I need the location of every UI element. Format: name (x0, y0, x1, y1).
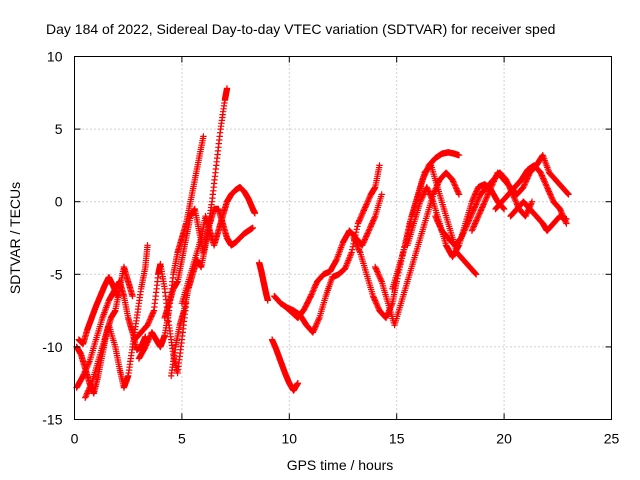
series-markers (82, 242, 151, 401)
series-13 (281, 191, 385, 322)
series-4 (75, 274, 121, 348)
series-markers (131, 260, 190, 377)
series-9 (178, 184, 259, 307)
series-markers (507, 198, 570, 234)
series-markers (161, 85, 231, 322)
x-axis-title: GPS time / hours (287, 457, 394, 473)
series-5 (131, 260, 190, 377)
series-10 (256, 259, 271, 304)
series-markers (281, 191, 385, 322)
x-tick-label: 15 (389, 431, 405, 447)
series-markers (75, 274, 121, 348)
x-tick-label: 5 (178, 431, 186, 447)
series-3 (82, 242, 151, 401)
y-tick-label: 0 (55, 194, 63, 210)
y-tick-label: -5 (50, 266, 63, 282)
y-axis: -15 -10 -5 0 5 10 (42, 49, 62, 428)
plot-area (73, 85, 572, 401)
x-tick-label: 25 (604, 431, 620, 447)
series-20 (492, 162, 570, 227)
y-tick-label: -10 (42, 339, 62, 355)
chart-title: Day 184 of 2022, Sidereal Day-to-day VTE… (46, 21, 555, 37)
series-7 (161, 85, 231, 322)
grid (74, 56, 612, 420)
y-axis-title: SDTVAR / TECUs (7, 182, 23, 294)
plot-frame (74, 56, 612, 420)
x-tick-label: 20 (496, 431, 512, 447)
series-11 (268, 336, 302, 394)
series-21 (507, 198, 570, 234)
x-tick-label: 10 (282, 431, 298, 447)
x-axis: 0 5 10 15 20 25 (71, 431, 620, 447)
series-markers (178, 184, 259, 307)
x-tick-label: 0 (71, 431, 79, 447)
series-markers (256, 259, 271, 304)
axis-ticks (74, 56, 612, 420)
y-tick-label: -15 (42, 412, 62, 428)
series-markers (268, 336, 302, 394)
y-tick-label: 10 (47, 49, 63, 65)
y-tick-label: 5 (55, 121, 63, 137)
series-markers (492, 162, 570, 227)
